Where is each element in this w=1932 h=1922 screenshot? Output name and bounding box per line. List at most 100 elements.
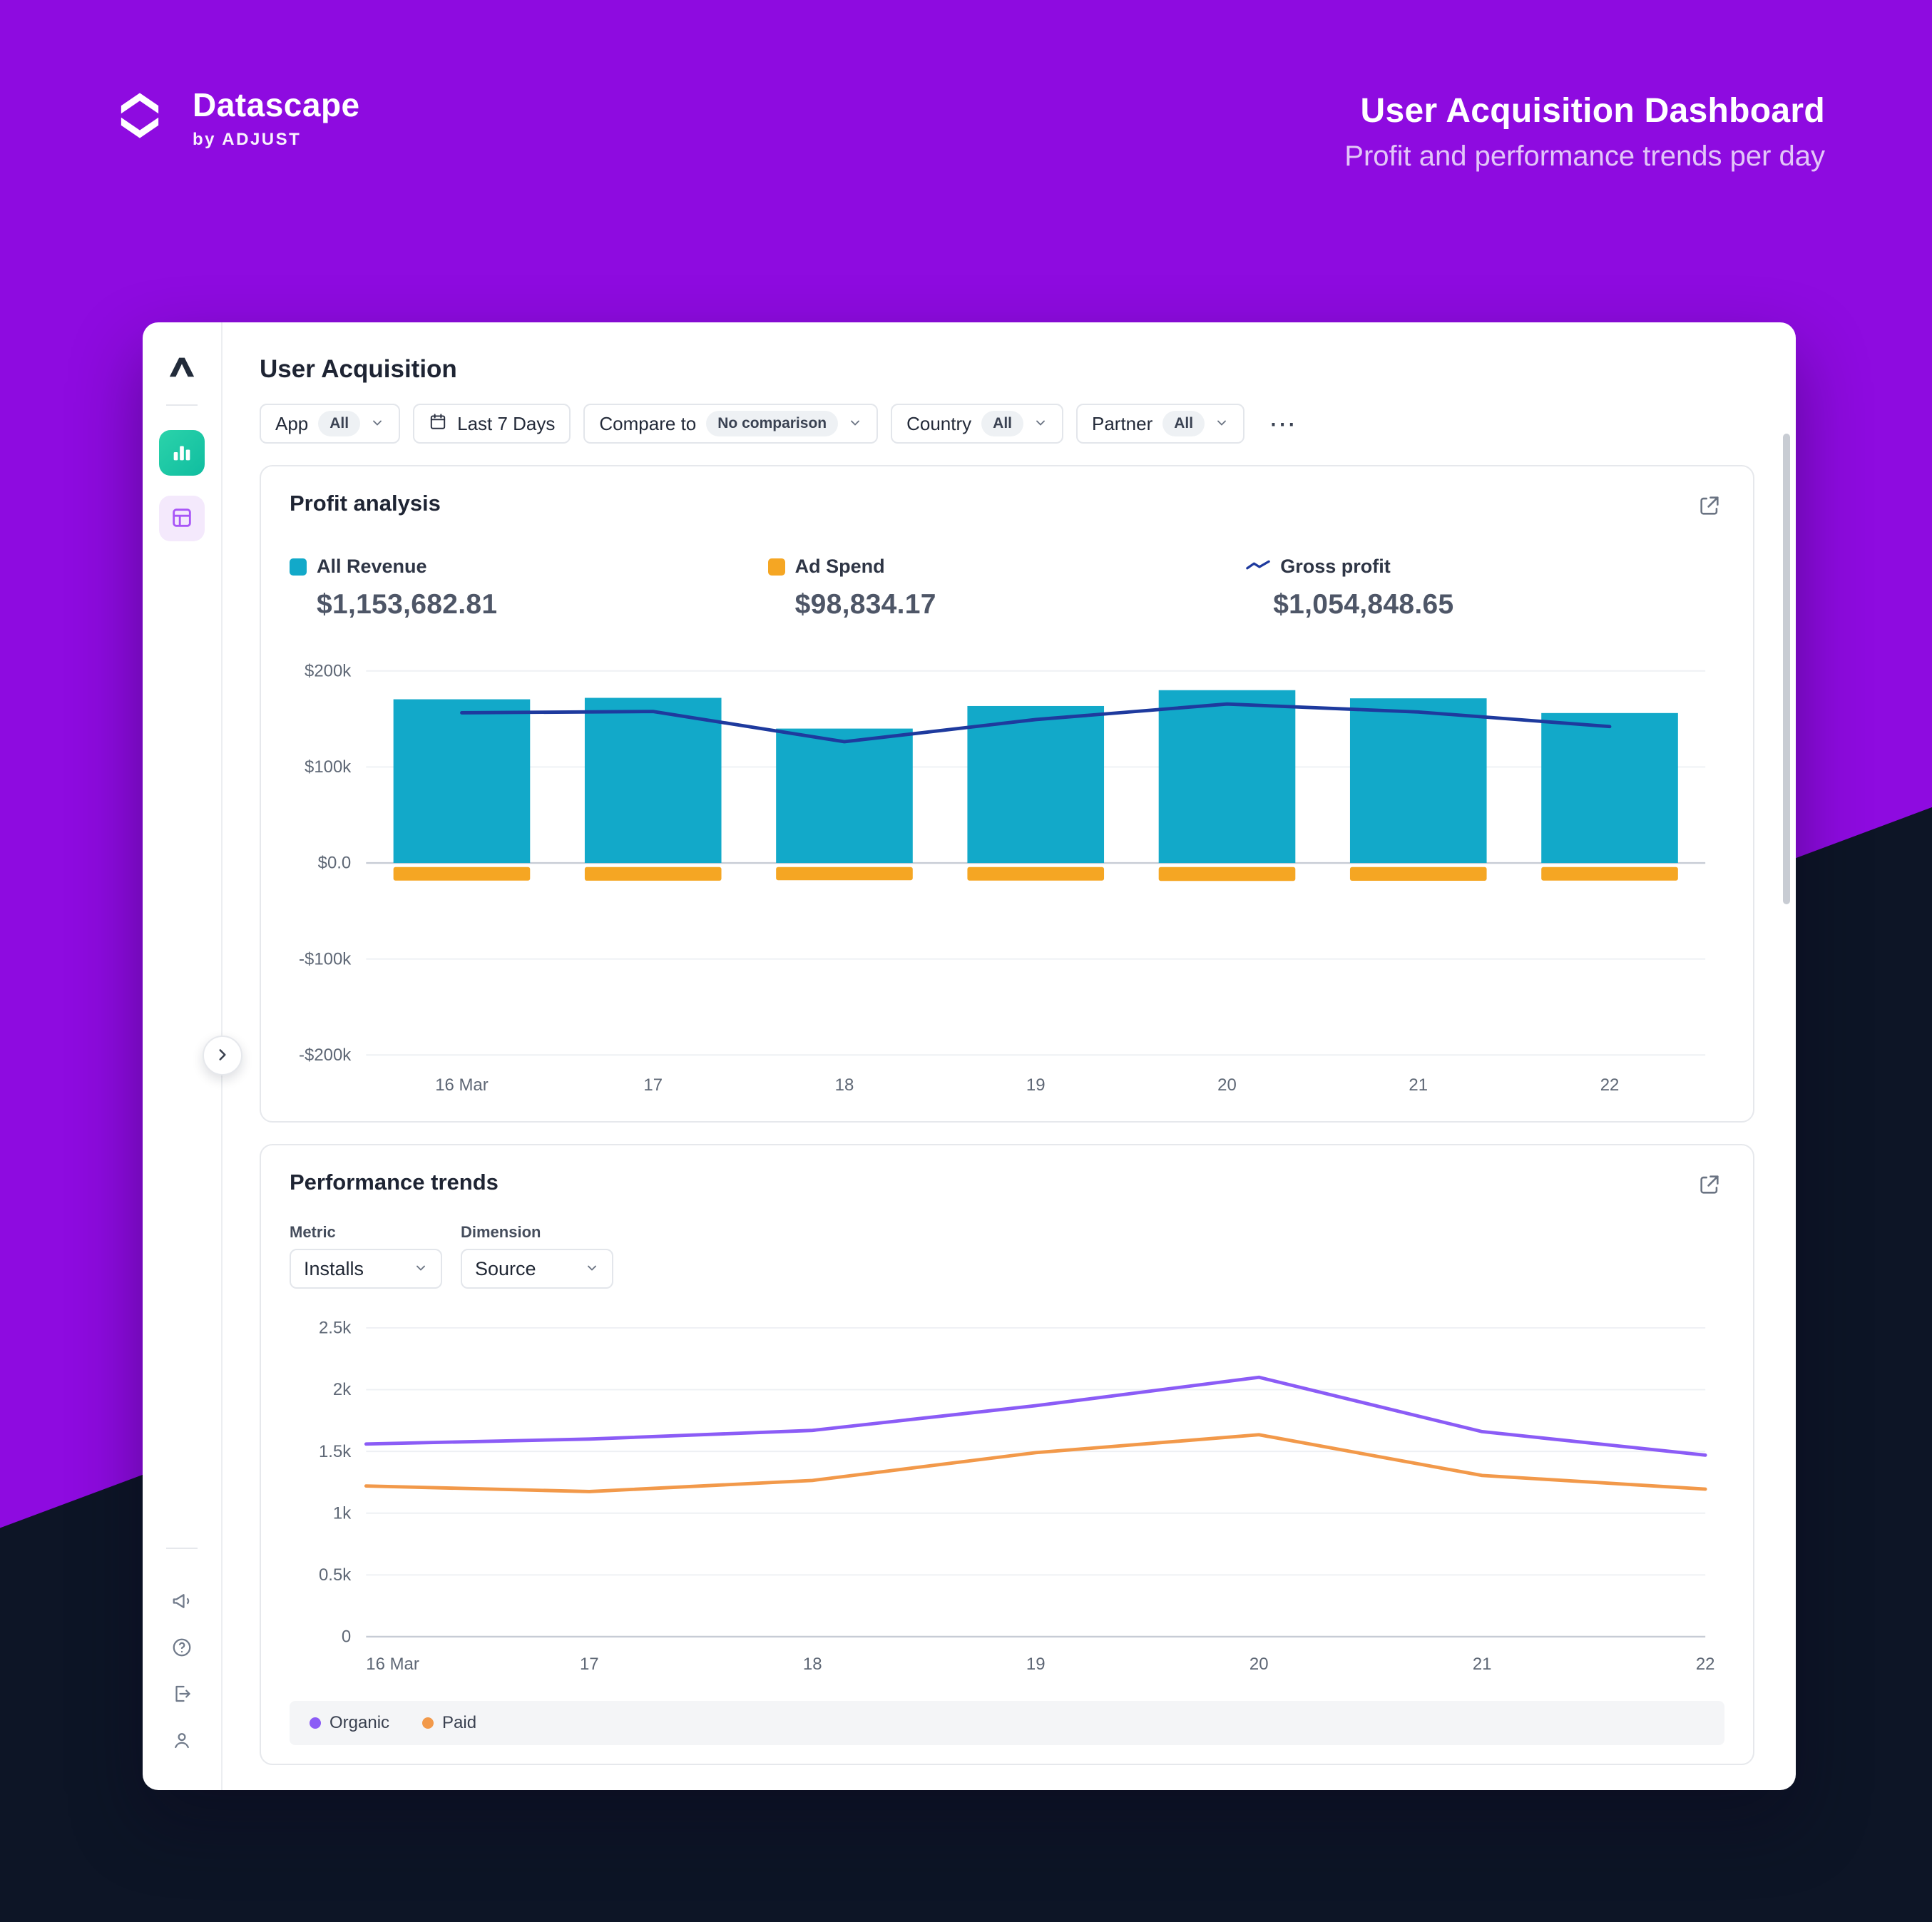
chevron-down-icon	[370, 413, 384, 435]
svg-text:1k: 1k	[333, 1504, 351, 1523]
sidebar-divider	[166, 1548, 198, 1549]
filter-country[interactable]: Country All	[891, 404, 1063, 444]
legend-label: Paid	[442, 1713, 477, 1733]
svg-text:16 Mar: 16 Mar	[366, 1655, 419, 1674]
ad-spend-marker	[767, 558, 785, 576]
page-header-subtitle: Profit and performance trends per day	[1344, 140, 1825, 172]
chevron-right-icon	[213, 1046, 232, 1066]
sidebar-item-analytics[interactable]	[159, 430, 205, 476]
chevron-down-icon	[585, 1258, 599, 1280]
svg-text:20: 20	[1217, 1075, 1237, 1095]
filter-bar: App All Last 7 Days Compare to	[260, 404, 1754, 444]
svg-text:18: 18	[835, 1075, 854, 1095]
filter-date-label: Last 7 Days	[457, 412, 556, 434]
svg-text:19: 19	[1026, 1655, 1046, 1674]
svg-text:22: 22	[1600, 1075, 1620, 1095]
profit-stats: All Revenue $1,153,682.81 Ad Spend $98,8…	[290, 556, 1724, 620]
trends-chart[interactable]: 2.5k 2k 1.5k 1k 0.5k 0 16 Mar 17 18 19 20 21 22	[290, 1310, 1724, 1682]
user-icon	[171, 1729, 193, 1753]
svg-text:17: 17	[643, 1075, 663, 1095]
trend-controls: Metric Installs Dimension Source	[290, 1223, 1724, 1289]
trends-panel: Performance trends Metric	[260, 1144, 1754, 1766]
profit-panel-title: Profit analysis	[290, 491, 441, 516]
filter-app[interactable]: App All	[260, 404, 401, 444]
page-header: User Acquisition Dashboard Profit and pe…	[1344, 91, 1825, 173]
logout-button[interactable]	[170, 1682, 194, 1708]
dimension-label: Dimension	[461, 1223, 541, 1242]
svg-text:-$100k: -$100k	[299, 949, 351, 968]
stat-value: $1,054,848.65	[1273, 589, 1454, 620]
metric-select[interactable]: Installs	[290, 1249, 442, 1289]
scrollbar-thumb[interactable]	[1783, 434, 1790, 904]
filter-compare-label: Compare to	[599, 412, 697, 434]
all-revenue-marker	[290, 558, 307, 576]
chevron-down-icon	[414, 1258, 428, 1280]
svg-text:-$200k: -$200k	[299, 1046, 351, 1065]
help-icon	[171, 1637, 193, 1660]
sidebar-bottom	[166, 1528, 198, 1754]
filter-partner-label: Partner	[1092, 412, 1153, 434]
export-button[interactable]	[1695, 1170, 1724, 1202]
svg-text:22: 22	[1696, 1655, 1715, 1674]
svg-text:$0.0: $0.0	[318, 854, 352, 873]
filter-date-range[interactable]: Last 7 Days	[413, 404, 571, 444]
table-icon	[170, 506, 194, 532]
filter-partner[interactable]: Partner All	[1076, 404, 1245, 444]
dimension-control: Dimension Source	[461, 1223, 613, 1289]
megaphone-icon	[171, 1590, 193, 1614]
stat-value: $1,153,682.81	[317, 589, 498, 620]
svg-text:21: 21	[1473, 1655, 1492, 1674]
filter-app-label: App	[275, 412, 309, 434]
stat-label: All Revenue	[317, 556, 427, 577]
page-header-title: User Acquisition Dashboard	[1360, 92, 1825, 130]
export-button[interactable]	[1695, 491, 1724, 523]
legend-paid: Paid	[422, 1713, 476, 1733]
svg-text:$100k: $100k	[305, 757, 351, 777]
filter-more-button[interactable]: ⋯	[1257, 408, 1307, 440]
filter-partner-value: All	[1162, 411, 1205, 436]
brand-byline: by ADJUST	[193, 129, 302, 149]
brand: Datascape by ADJUST	[108, 84, 360, 150]
export-icon	[1697, 1175, 1722, 1199]
brand-name: Datascape	[193, 86, 360, 123]
legend-organic: Organic	[310, 1713, 389, 1733]
stat-label: Ad Spend	[794, 556, 885, 577]
svg-text:2k: 2k	[333, 1381, 351, 1400]
filter-compare-value: No comparison	[706, 411, 839, 436]
profile-button[interactable]	[170, 1728, 194, 1754]
sidebar-item-reports[interactable]	[159, 496, 205, 541]
svg-text:$200k: $200k	[305, 661, 351, 680]
announcements-button[interactable]	[170, 1589, 194, 1615]
svg-text:0: 0	[342, 1627, 351, 1647]
profit-panel: Profit analysis	[260, 465, 1754, 1123]
datascape-logo-icon	[108, 84, 171, 150]
stat-label: Gross profit	[1280, 556, 1391, 577]
paid-dot	[422, 1717, 434, 1729]
sidebar-expand-button[interactable]	[203, 1036, 242, 1075]
filter-compare[interactable]: Compare to No comparison	[583, 404, 879, 444]
svg-text:16 Mar: 16 Mar	[435, 1075, 489, 1095]
dimension-select[interactable]: Source	[461, 1249, 613, 1289]
metric-value: Installs	[304, 1257, 364, 1279]
svg-text:2.5k: 2.5k	[319, 1319, 351, 1338]
gross-profit-line-marker	[1246, 556, 1270, 578]
svg-text:20: 20	[1249, 1655, 1269, 1674]
svg-text:18: 18	[803, 1655, 822, 1674]
sidebar-divider	[166, 404, 198, 406]
main-content: User Acquisition App All Last 7 Days	[223, 322, 1796, 1790]
svg-text:19: 19	[1026, 1075, 1046, 1095]
filter-app-value: All	[318, 411, 361, 436]
chevron-down-icon	[1033, 413, 1048, 435]
filter-country-value: All	[981, 411, 1023, 436]
adjust-logo-icon	[165, 352, 198, 384]
profit-chart[interactable]: $200k $100k $0.0 -$100k -$200k 16 Mar 17 18 19 20…	[290, 652, 1724, 1103]
stat-gross-profit: Gross profit $1,054,848.65	[1246, 556, 1724, 620]
logout-icon	[171, 1683, 193, 1707]
export-icon	[1697, 496, 1722, 520]
dimension-value: Source	[475, 1257, 536, 1279]
chevron-down-icon	[848, 413, 862, 435]
help-button[interactable]	[170, 1635, 194, 1662]
bar-chart-icon	[170, 440, 194, 466]
svg-text:0.5k: 0.5k	[319, 1565, 351, 1585]
